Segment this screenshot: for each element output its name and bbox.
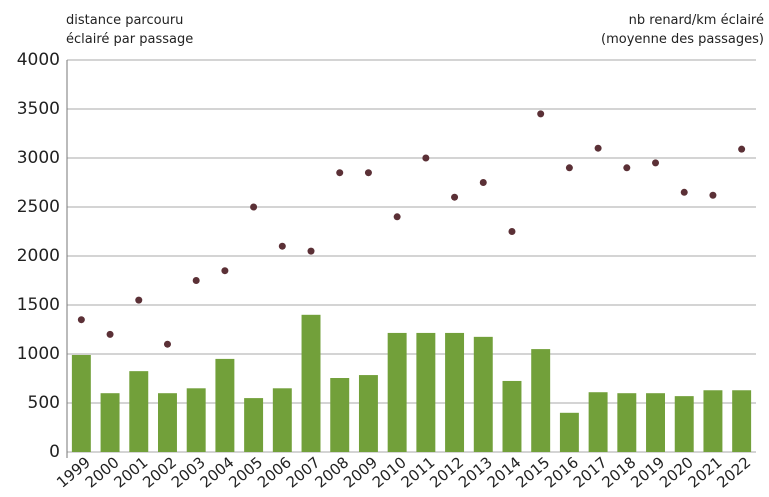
y-tick-label: 500 [28, 393, 60, 413]
dot [163, 340, 171, 348]
dot [709, 191, 717, 199]
dot [192, 277, 200, 284]
bar [703, 390, 723, 452]
bar [272, 388, 292, 452]
bar [646, 393, 665, 452]
dot [508, 228, 516, 235]
y-axis-label: distance parcouru [66, 13, 183, 28]
bar [330, 378, 350, 452]
bar [473, 336, 493, 452]
y-tick-label: 3000 [17, 148, 60, 168]
dot [336, 169, 344, 177]
dot [393, 213, 401, 221]
y-tick-label: 2000 [17, 246, 60, 266]
dot [278, 242, 286, 250]
y2-axis-label: (moyenne des passages) [601, 32, 764, 47]
dot [307, 247, 315, 255]
dot [250, 203, 258, 211]
bar [100, 393, 120, 452]
x-tick-label: 2022 [713, 453, 754, 491]
bar [416, 332, 436, 452]
y-tick-label: 1500 [17, 295, 60, 315]
dot [451, 193, 459, 201]
bar [531, 349, 551, 452]
dot [364, 169, 372, 177]
bar [559, 412, 579, 452]
bar [215, 358, 235, 452]
y-tick-label: 0 [49, 442, 60, 462]
dot [565, 164, 573, 172]
dot [221, 267, 229, 275]
dot [652, 159, 660, 167]
dot [106, 330, 114, 338]
dot [594, 144, 602, 152]
bar [732, 390, 752, 452]
bar [158, 393, 177, 452]
dot [422, 154, 430, 162]
dot [623, 164, 631, 172]
y-axis-label: éclairé par passage [66, 32, 193, 47]
bar [617, 393, 637, 452]
bar [445, 332, 465, 452]
dot [479, 179, 487, 186]
bar [129, 371, 149, 452]
bar [502, 380, 522, 452]
bar [387, 332, 407, 452]
bar [71, 354, 91, 452]
dot [135, 296, 143, 304]
bar [588, 392, 608, 452]
y-tick-label: 1000 [17, 344, 60, 364]
bar [186, 388, 206, 452]
dot [680, 188, 688, 196]
dot [738, 145, 746, 153]
y-tick-label: 4000 [17, 50, 60, 70]
bar [301, 314, 321, 452]
dot [77, 316, 85, 324]
y2-axis-label: nb renard/km éclairé [629, 13, 764, 28]
bar [244, 398, 264, 452]
y-tick-label: 3500 [17, 99, 60, 119]
dot [537, 110, 545, 118]
bar [674, 396, 694, 452]
bar [358, 375, 378, 452]
y-tick-label: 2500 [17, 197, 60, 217]
